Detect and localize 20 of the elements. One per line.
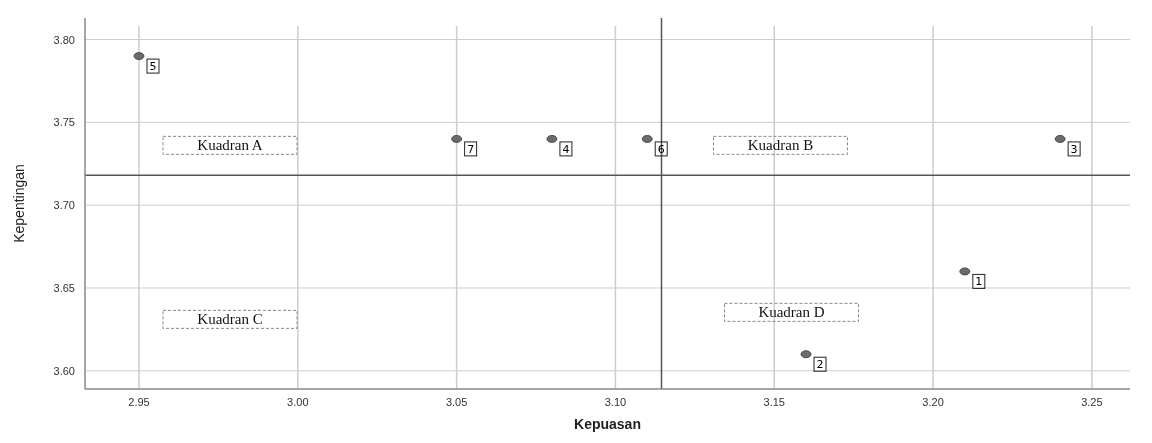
annotation: Kuadran D: [758, 304, 825, 321]
y-tick-label: 3.65: [53, 281, 75, 294]
annotation: Kuadran C: [197, 311, 263, 328]
y-axis-title: Kepentingan: [11, 164, 27, 243]
annotation: Kuadran A: [197, 137, 263, 154]
point: [800, 350, 812, 359]
x-tick-label: 3.15: [763, 396, 785, 408]
x-tick-label: 3.00: [287, 396, 309, 408]
y-tick-label: 3.70: [53, 199, 75, 212]
x-tick-label: 2.95: [128, 396, 150, 408]
y-tick-label: 3.80: [53, 33, 75, 46]
x-tick-label: 3.10: [604, 396, 627, 408]
x-axis-title: Kepuasan: [574, 416, 641, 432]
point: [959, 267, 971, 276]
y-tick-label: 3.75: [53, 116, 75, 129]
x-tick-label: 3.25: [1081, 396, 1103, 408]
y-tick-label: 3.60: [53, 364, 75, 377]
annotation: Kuadran B: [747, 137, 814, 154]
x-tick-label: 3.05: [445, 396, 468, 408]
x-tick-label: 3.20: [922, 396, 944, 408]
